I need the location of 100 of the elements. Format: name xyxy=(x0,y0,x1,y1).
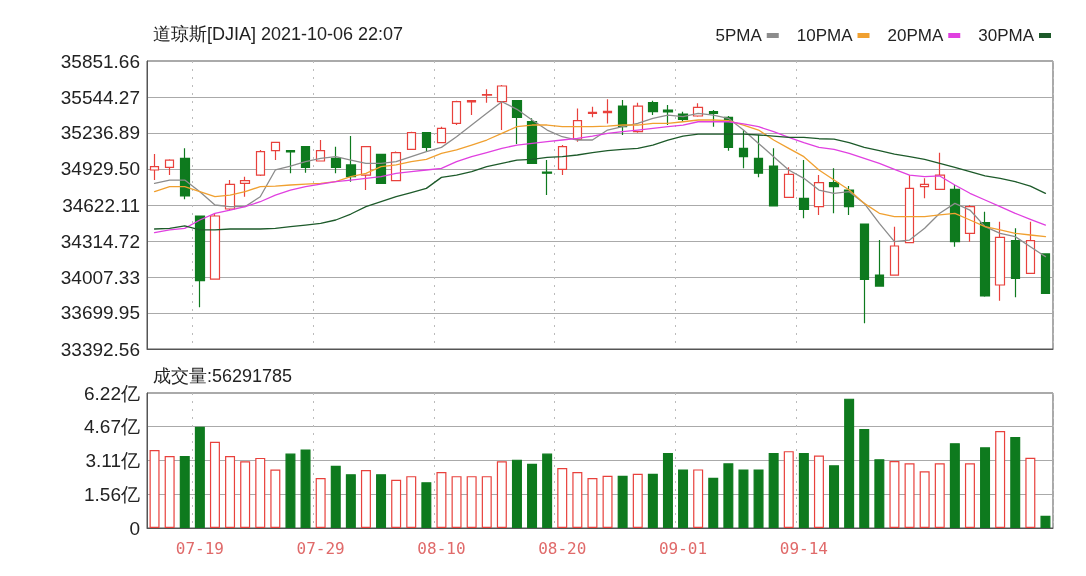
bar xyxy=(693,469,704,528)
bar xyxy=(194,426,205,528)
bar xyxy=(376,474,387,528)
bar xyxy=(753,469,764,528)
bar xyxy=(798,453,809,528)
candlestick xyxy=(481,88,493,104)
bar xyxy=(557,468,568,528)
bar xyxy=(542,453,553,528)
candlestick xyxy=(360,145,372,191)
y-tick-label: 33392.56 xyxy=(60,338,140,360)
bar xyxy=(813,455,824,528)
bar xyxy=(617,475,628,528)
y-tick-label: 6.22亿 xyxy=(84,382,140,404)
legend-label: 30PMA xyxy=(978,26,1035,45)
x-tick-label: 08-10 xyxy=(417,538,466,558)
candlestick xyxy=(255,149,266,177)
bar xyxy=(496,461,507,528)
bar xyxy=(632,473,643,528)
x-tick-label: 09-14 xyxy=(779,538,828,558)
bar xyxy=(587,478,598,528)
candlestick xyxy=(270,141,281,161)
candlestick xyxy=(798,159,810,219)
bar xyxy=(164,455,175,528)
bar xyxy=(270,469,281,528)
bar xyxy=(1040,515,1051,528)
candlestick xyxy=(874,239,885,288)
bar xyxy=(360,470,371,528)
candlestick xyxy=(496,84,508,131)
bar xyxy=(466,476,477,528)
y-tick-label: 34929.50 xyxy=(60,158,140,180)
bar xyxy=(315,478,326,528)
bar xyxy=(1025,457,1036,528)
bar xyxy=(602,475,613,528)
bar xyxy=(240,461,251,528)
candlestick xyxy=(708,109,719,128)
legend-label: 5PMA xyxy=(715,26,763,45)
bar xyxy=(844,398,855,528)
bar xyxy=(527,463,538,528)
candlestick xyxy=(602,98,613,124)
candlestick xyxy=(300,145,311,174)
bar xyxy=(225,455,236,528)
candlestick xyxy=(541,159,553,196)
x-tick-label: 07-29 xyxy=(296,538,345,558)
y-tick-label: 34314.72 xyxy=(60,230,140,252)
candlestick xyxy=(753,134,764,178)
candlestick xyxy=(557,144,568,176)
bar xyxy=(330,465,341,528)
candlestick xyxy=(1010,227,1021,298)
y-tick-label: 0 xyxy=(129,517,140,539)
bar xyxy=(919,471,930,528)
candlestick xyxy=(451,100,462,126)
candlestick xyxy=(889,226,900,276)
bar xyxy=(678,469,689,528)
candlestick xyxy=(194,215,206,308)
candlestick xyxy=(1025,221,1036,274)
bar xyxy=(179,455,190,528)
bar xyxy=(647,473,658,528)
candlestick xyxy=(330,146,342,174)
bar xyxy=(980,447,991,528)
candlestick xyxy=(149,153,160,181)
candlestick xyxy=(828,167,840,214)
candlestick xyxy=(979,211,991,298)
candlestick xyxy=(1040,253,1051,294)
candlestick xyxy=(934,152,946,190)
candlestick xyxy=(768,147,779,207)
candlestick xyxy=(994,221,1006,302)
y-tick-label: 34622.11 xyxy=(62,194,140,216)
bar xyxy=(829,465,840,528)
bar xyxy=(662,453,673,528)
bar xyxy=(209,441,220,528)
bar xyxy=(421,482,432,528)
bar xyxy=(949,443,960,528)
bar xyxy=(572,472,583,528)
legend-label: 10PMA xyxy=(796,26,854,45)
candlestick xyxy=(904,174,915,244)
bar xyxy=(255,457,266,528)
bar xyxy=(874,459,885,528)
y-tick-label: 3.11亿 xyxy=(85,450,140,471)
bar xyxy=(964,463,975,528)
candlestick xyxy=(813,174,825,216)
candlestick xyxy=(179,147,191,200)
bar xyxy=(889,460,900,528)
bar xyxy=(300,449,311,528)
bar xyxy=(285,453,296,528)
candlestick xyxy=(783,166,795,198)
candlestick xyxy=(209,212,221,280)
candlestick xyxy=(647,100,659,116)
candlestick xyxy=(466,99,477,116)
x-tick-label: 09-01 xyxy=(658,538,708,558)
bar xyxy=(1010,437,1021,528)
bar xyxy=(768,453,779,528)
x-tick-label: 08-20 xyxy=(538,538,587,558)
bar xyxy=(481,476,492,528)
candlestick xyxy=(949,184,961,248)
candlestick xyxy=(859,223,870,324)
candlestick xyxy=(738,129,749,169)
candlestick xyxy=(345,135,357,183)
bar xyxy=(708,477,719,528)
bar xyxy=(436,472,447,528)
candlestick xyxy=(285,149,296,174)
